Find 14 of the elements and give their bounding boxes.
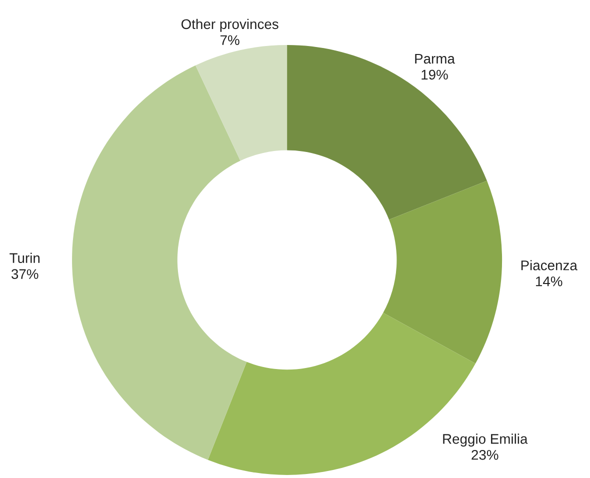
donut-slice <box>383 180 502 364</box>
donut-slice <box>195 44 288 161</box>
data-label: 37% <box>11 269 38 279</box>
slice-label: Piacenza <box>521 260 578 270</box>
slice-label: Parma <box>415 54 455 64</box>
data-label: 14% <box>536 276 562 286</box>
slice-label: Other provinces <box>181 18 278 32</box>
donut-slice <box>72 65 247 460</box>
slice-label: Reggio Emilia <box>443 434 528 447</box>
data-label: 23% <box>472 450 498 460</box>
data-label: 7% <box>220 35 240 45</box>
data-label: 19% <box>422 70 448 80</box>
slice-label: Turin <box>10 252 40 264</box>
donut-slice <box>287 44 487 220</box>
